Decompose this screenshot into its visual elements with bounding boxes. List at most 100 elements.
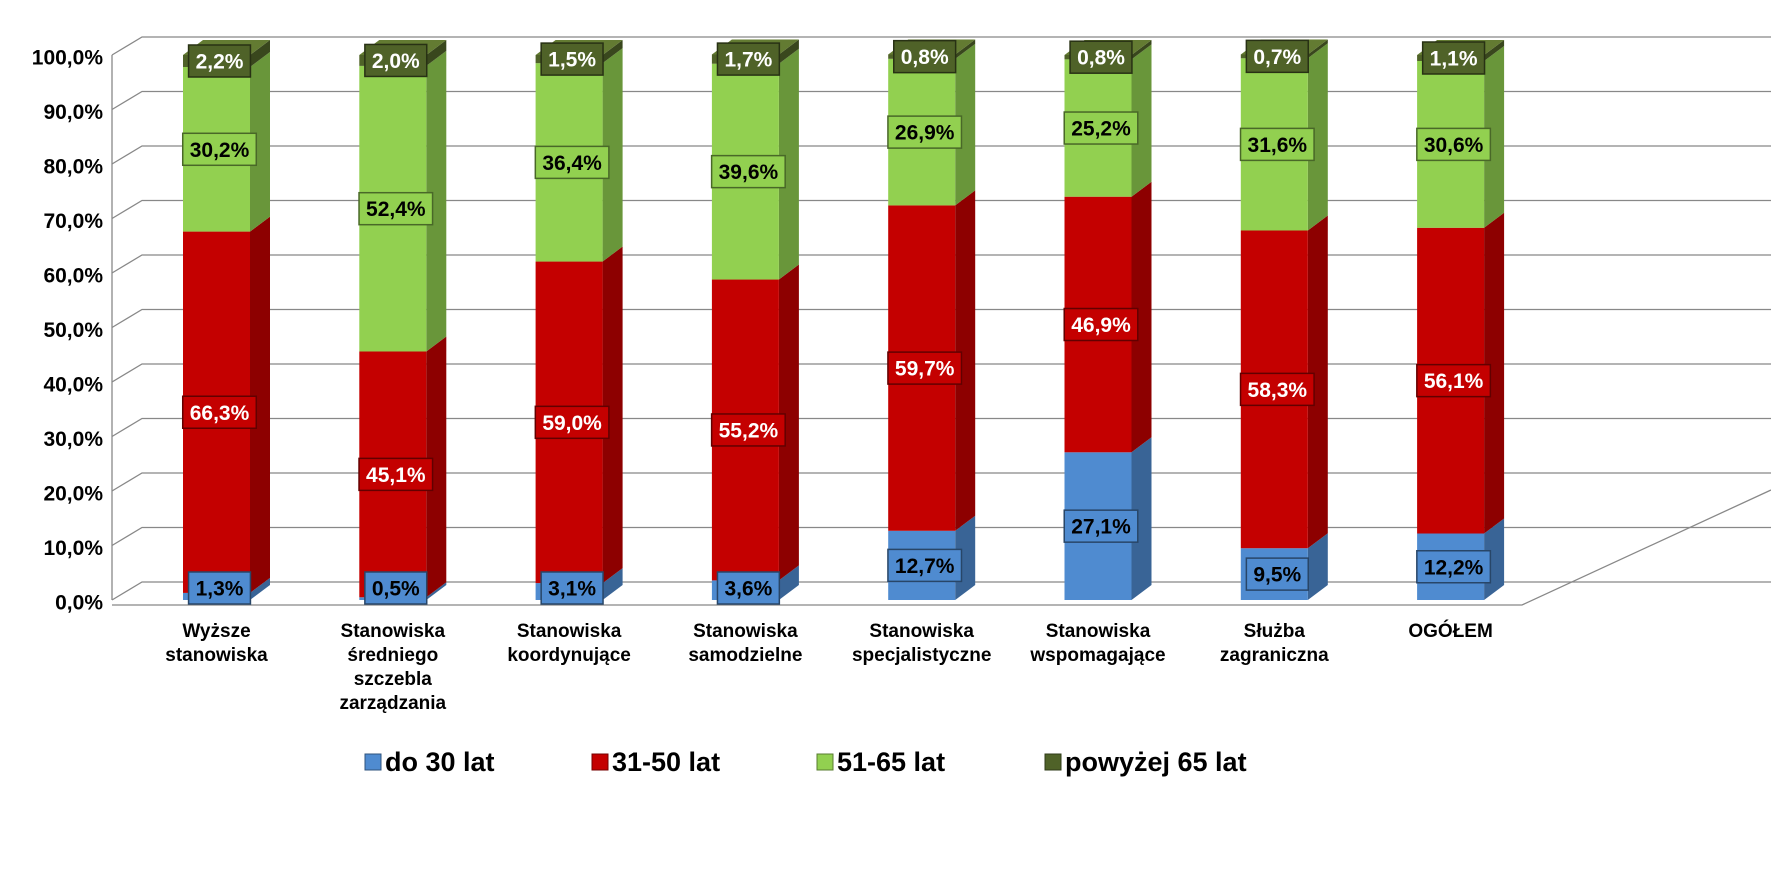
value-label: 1,7%: [724, 49, 772, 72]
bar-side: [1484, 212, 1505, 534]
bar-group: 9,5% 58,3% 31,6% 0,7%: [1239, 39, 1328, 600]
value-label: 2,0%: [372, 50, 420, 73]
value-label: 1,1%: [1430, 48, 1478, 71]
x-tick-label: Stanowiska koordynujące: [507, 621, 631, 666]
value-label-box: [710, 413, 786, 447]
value-label-box: [887, 115, 963, 149]
value-label: 25,2%: [1071, 118, 1131, 141]
bar-side: [778, 565, 799, 600]
value-label-box: [540, 42, 604, 76]
value-label-box: [187, 44, 252, 78]
bar-side: [1484, 45, 1505, 228]
value-label: 12,2%: [1424, 556, 1484, 579]
value-label-box: [364, 571, 428, 605]
y-tick-label: 50,0%: [43, 319, 103, 342]
value-label: 46,9%: [1071, 314, 1131, 337]
value-label-box: [1063, 509, 1139, 543]
value-label-box: [887, 548, 963, 583]
bar-side: [602, 40, 623, 64]
grid-line: [111, 36, 1771, 56]
value-label: 26,9%: [895, 122, 955, 145]
value-label: 1,3%: [196, 578, 244, 601]
grid-line: [111, 417, 1771, 438]
legend-swatch: [1044, 753, 1062, 771]
value-label-box: [364, 43, 428, 78]
value-label: 59,7%: [895, 358, 955, 381]
value-label: 3,6%: [724, 578, 772, 601]
legend-label: 51-65 lat: [837, 747, 945, 777]
bar-group: 3,1% 59,0% 36,4% 1,5%: [534, 40, 623, 605]
legend-swatch: [364, 753, 382, 771]
bar-side: [602, 246, 623, 584]
value-label-box: [181, 395, 258, 429]
value-label: 3,1%: [548, 578, 596, 601]
value-label-box: [358, 457, 434, 492]
bar-side: [602, 568, 623, 600]
bar-side: [426, 50, 447, 352]
bar-side: [602, 48, 623, 262]
value-label: 66,3%: [190, 402, 250, 425]
legend-label: powyżej 65 lat: [1065, 747, 1247, 777]
x-tick-label: Stanowiska wspomagające: [1030, 621, 1166, 666]
value-label-box: [1416, 550, 1492, 584]
value-label-box: [540, 571, 604, 605]
value-label: 0,5%: [372, 578, 420, 601]
y-tick-label: 70,0%: [43, 210, 103, 233]
value-label-box: [1063, 307, 1139, 342]
x-tick-label: Stanowiska specjalistyczne: [851, 621, 992, 666]
grid-line: [111, 90, 1771, 111]
bar-side: [1131, 40, 1152, 60]
y-tick-label: 40,0%: [43, 374, 103, 397]
value-label: 12,7%: [895, 555, 955, 578]
y-tick-label: 0,0%: [55, 592, 103, 615]
value-label: 0,7%: [1253, 46, 1301, 69]
y-tick-label: 90,0%: [43, 101, 103, 124]
value-label: 36,4%: [542, 152, 602, 175]
bar-side: [955, 190, 976, 531]
value-label: 2,2%: [196, 51, 244, 74]
value-label: 45,1%: [366, 464, 426, 487]
value-label: 31,6%: [1248, 134, 1308, 157]
value-label-box: [1239, 127, 1315, 162]
value-label: 58,3%: [1248, 379, 1308, 402]
x-tick-label: Wyższe stanowiska: [165, 621, 268, 666]
value-label: 1,5%: [548, 49, 596, 72]
value-label-box: [534, 145, 610, 180]
value-label: 39,6%: [719, 161, 779, 184]
grid-line: [111, 581, 1771, 601]
bar-side: [1131, 181, 1152, 453]
bar-side: [250, 51, 270, 232]
bar-side: [250, 40, 270, 67]
x-tick-label: OGÓŁEM: [1408, 621, 1493, 642]
bar-side: [250, 216, 270, 593]
value-label-box: [1239, 372, 1315, 407]
y-tick-label: 60,0%: [43, 265, 103, 288]
value-label: 9,5%: [1253, 564, 1301, 587]
y-tick-label: 10,0%: [43, 537, 103, 560]
grid-line: [111, 363, 1771, 383]
grid-line: [111, 254, 1771, 274]
value-label-box: [710, 154, 786, 189]
bar-side: [1131, 437, 1152, 600]
value-label-box: [534, 405, 610, 440]
bar-side: [955, 39, 976, 59]
bar-side: [1131, 44, 1152, 197]
bar-side: [1307, 533, 1328, 600]
bar-side: [955, 43, 976, 206]
bar-side: [250, 577, 270, 600]
grid-line: [111, 472, 1771, 492]
bar-side: [426, 336, 447, 598]
bar-side: [778, 264, 799, 581]
value-label: 55,2%: [719, 420, 779, 443]
value-label-box: [887, 351, 963, 385]
legend-label: 31-50 lat: [612, 747, 720, 777]
y-tick-label: 30,0%: [43, 428, 103, 451]
value-label-box: [716, 42, 781, 76]
value-label-box: [1245, 557, 1309, 591]
x-tick-label: Służba zagraniczna: [1219, 621, 1329, 666]
value-label-box: [1416, 127, 1492, 162]
grid-line: [111, 199, 1771, 220]
grid-line: [111, 308, 1771, 329]
value-label-box: [1416, 363, 1492, 398]
